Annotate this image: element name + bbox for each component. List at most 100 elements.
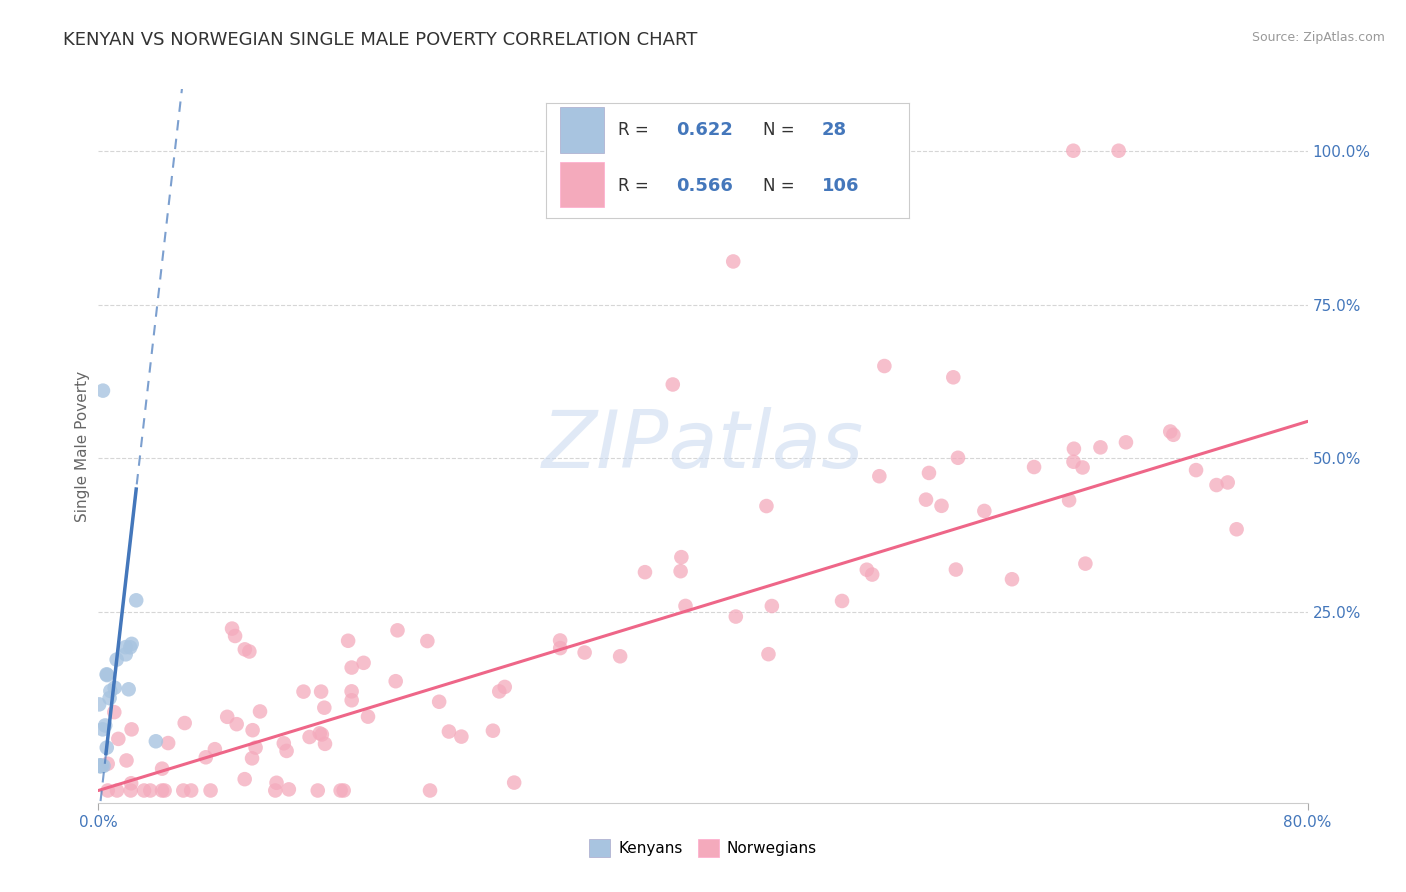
- Point: [200, 783, 222, 797]
- Text: KENYAN VS NORWEGIAN SINGLE MALE POVERTY CORRELATION CHART: KENYAN VS NORWEGIAN SINGLE MALE POVERTY …: [63, 31, 697, 49]
- Point: [240, 751, 263, 765]
- Point: [1074, 557, 1097, 571]
- Point: [973, 504, 995, 518]
- Point: [125, 593, 148, 607]
- Point: [945, 563, 967, 577]
- Point: [172, 783, 194, 797]
- Point: [114, 648, 136, 662]
- Point: [298, 730, 321, 744]
- Point: [98, 684, 121, 698]
- Point: [671, 550, 693, 565]
- Point: [150, 783, 173, 797]
- Text: ZIPatlas: ZIPatlas: [541, 407, 865, 485]
- Point: [91, 723, 114, 737]
- Point: [357, 709, 380, 723]
- Point: [225, 717, 247, 731]
- Point: [548, 641, 571, 656]
- Point: [860, 567, 883, 582]
- Point: [353, 656, 375, 670]
- Point: [488, 684, 510, 698]
- Point: [276, 744, 298, 758]
- Point: [340, 693, 363, 707]
- Point: [96, 667, 118, 681]
- Point: [120, 776, 142, 790]
- Point: [249, 705, 271, 719]
- Point: [121, 723, 143, 737]
- Point: [931, 499, 953, 513]
- Point: [89, 759, 111, 773]
- Point: [1071, 460, 1094, 475]
- Point: [233, 772, 256, 786]
- Point: [118, 682, 141, 697]
- Point: [139, 783, 162, 797]
- Point: [89, 759, 111, 773]
- Point: [387, 624, 409, 638]
- Point: [723, 254, 745, 268]
- Point: [97, 756, 120, 771]
- Point: [90, 759, 112, 773]
- Point: [503, 775, 526, 789]
- Point: [1090, 441, 1112, 455]
- Point: [90, 759, 112, 773]
- Point: [831, 594, 853, 608]
- Point: [1063, 442, 1085, 456]
- Point: [1022, 460, 1045, 475]
- Point: [1108, 144, 1130, 158]
- Point: [91, 384, 114, 398]
- Point: [242, 723, 264, 738]
- Point: [89, 759, 111, 773]
- Point: [150, 762, 173, 776]
- Point: [1216, 475, 1239, 490]
- Point: [340, 684, 363, 698]
- Point: [548, 633, 571, 648]
- Point: [855, 563, 877, 577]
- Point: [105, 652, 128, 666]
- Point: [758, 647, 780, 661]
- Point: [1057, 493, 1080, 508]
- Point: [450, 730, 472, 744]
- Point: [946, 450, 969, 465]
- Point: [661, 377, 683, 392]
- Point: [264, 783, 287, 797]
- Point: [97, 783, 120, 797]
- Point: [105, 783, 128, 797]
- Point: [308, 726, 330, 740]
- Point: [918, 466, 941, 480]
- Point: [89, 759, 111, 773]
- Y-axis label: Single Male Poverty: Single Male Poverty: [75, 370, 90, 522]
- Point: [273, 736, 295, 750]
- Point: [915, 492, 938, 507]
- Point: [675, 599, 697, 613]
- Point: [1062, 144, 1084, 158]
- Point: [482, 723, 505, 738]
- Point: [942, 370, 965, 384]
- Point: [89, 698, 111, 712]
- Point: [98, 691, 121, 706]
- Point: [120, 640, 142, 655]
- Point: [115, 754, 138, 768]
- Point: [266, 776, 288, 790]
- Point: [329, 783, 352, 797]
- Point: [96, 668, 118, 682]
- Point: [437, 724, 460, 739]
- Point: [669, 564, 692, 578]
- Point: [332, 783, 354, 797]
- Point: [314, 737, 336, 751]
- Point: [1205, 478, 1227, 492]
- Point: [1226, 522, 1249, 536]
- Point: [314, 700, 336, 714]
- Point: [1163, 427, 1185, 442]
- Point: [1115, 435, 1137, 450]
- Point: [233, 642, 256, 657]
- Point: [416, 634, 439, 648]
- Point: [1159, 425, 1181, 439]
- Point: [1063, 455, 1085, 469]
- Point: [157, 736, 180, 750]
- Point: [121, 637, 143, 651]
- Point: [132, 783, 155, 797]
- Point: [94, 718, 117, 732]
- Point: [873, 359, 896, 373]
- Point: [337, 633, 360, 648]
- Point: [103, 705, 125, 719]
- Point: [311, 727, 333, 741]
